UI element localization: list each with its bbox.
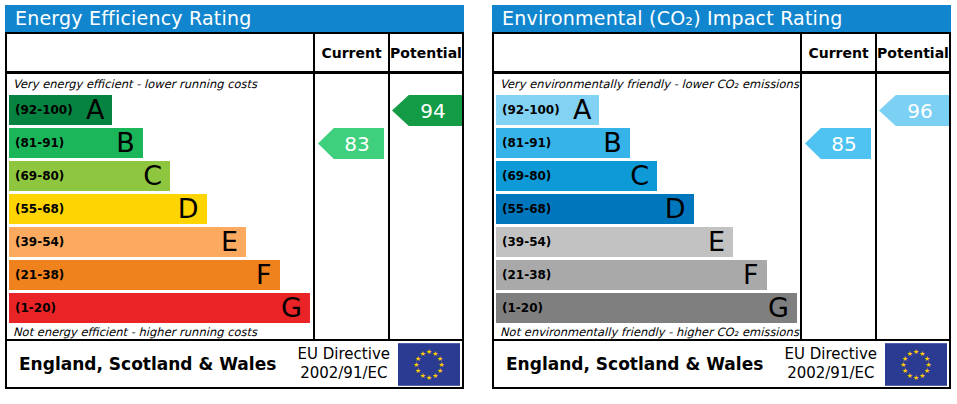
panel-title: Environmental (CO₂) Impact Rating [502, 7, 843, 29]
current-column-header: Current [800, 34, 875, 71]
current-rating-value: 83 [344, 132, 369, 156]
band-range: (39-54) [502, 235, 551, 249]
band-letter: D [178, 194, 199, 224]
band-d: (55-68) D [496, 194, 694, 224]
band-b: (81-91) B [9, 128, 143, 158]
eu-flag-icon: ★★ ★★ ★★ ★★ ★★ ★★ [885, 343, 947, 386]
svg-text:★: ★ [919, 371, 925, 379]
band-c: (69-80) C [496, 161, 657, 191]
band-range: (21-38) [502, 268, 551, 282]
eu-directive-label: EU Directive 2002/91/EC [785, 345, 877, 383]
potential-rating-value: 94 [420, 99, 445, 123]
potential-rating-value: 96 [907, 99, 932, 123]
current-rating-arrow: 83 [318, 128, 384, 159]
eu-directive-line1: EU Directive [785, 345, 877, 364]
panel-energy-efficiency: Energy Efficiency Rating Current Potenti… [5, 5, 464, 389]
bands-column-header [7, 34, 313, 71]
table-body: Very energy efficient - lower running co… [7, 74, 462, 339]
current-rating-arrow: 85 [805, 128, 871, 159]
top-note: Very environmentally friendly - lower CO… [496, 76, 800, 95]
band-d: (55-68) D [9, 194, 207, 224]
band-f: (21-38) F [496, 260, 767, 290]
current-column: 83 [313, 74, 388, 339]
band-letter: A [86, 95, 104, 125]
table-header-row: Current Potential [7, 34, 462, 74]
bottom-note: Not environmentally friendly - higher CO… [496, 326, 800, 338]
rating-table: Current Potential Very energy efficient … [5, 32, 464, 389]
svg-text:★: ★ [426, 373, 432, 381]
panel-title: Energy Efficiency Rating [15, 7, 251, 29]
potential-column: 94 [388, 74, 462, 339]
band-g: (1-20) G [496, 293, 797, 323]
band-range: (92-100) [15, 103, 73, 117]
band-f: (21-38) F [9, 260, 280, 290]
band-e: (39-54) E [496, 227, 733, 257]
potential-rating-arrow: 96 [879, 95, 949, 126]
panel-title-bar: Energy Efficiency Rating [5, 5, 464, 32]
band-a: (92-100) A [496, 95, 599, 125]
current-column: 85 [800, 74, 875, 339]
table-footer: England, Scotland & Wales EU Directive 2… [494, 339, 949, 387]
band-letter: F [256, 260, 272, 290]
band-letter: E [221, 227, 238, 257]
band-range: (81-91) [15, 136, 64, 150]
current-column-header: Current [313, 34, 388, 71]
bands-column: Very environmentally friendly - lower CO… [494, 74, 800, 339]
table-footer: England, Scotland & Wales EU Directive 2… [7, 339, 462, 387]
region-label: England, Scotland & Wales [19, 354, 298, 374]
potential-column-header: Potential [875, 34, 949, 71]
epc-rating-figure: Energy Efficiency Rating Current Potenti… [0, 0, 957, 404]
band-b: (81-91) B [496, 128, 630, 158]
band-range: (55-68) [502, 202, 551, 216]
potential-column-header: Potential [388, 34, 462, 71]
bottom-note: Not energy efficient - higher running co… [9, 326, 313, 338]
band-e: (39-54) E [9, 227, 246, 257]
band-a: (92-100) A [9, 95, 112, 125]
band-letter: B [116, 128, 135, 158]
potential-column: 96 [875, 74, 949, 339]
rating-table: Current Potential Very environmentally f… [492, 32, 951, 389]
band-range: (69-80) [15, 169, 64, 183]
band-range: (1-20) [502, 301, 543, 315]
eu-directive-line2: 2002/91/EC [785, 364, 877, 383]
svg-text:★: ★ [907, 349, 913, 357]
eu-directive-line2: 2002/91/EC [298, 364, 390, 383]
potential-rating-arrow: 94 [392, 95, 462, 126]
band-range: (81-91) [502, 136, 551, 150]
band-range: (21-38) [15, 268, 64, 282]
svg-text:★: ★ [426, 348, 432, 356]
bands-column-header [494, 34, 800, 71]
svg-text:★: ★ [420, 349, 426, 357]
band-letter: D [665, 194, 686, 224]
table-body: Very environmentally friendly - lower CO… [494, 74, 949, 339]
eu-flag-icon: ★★ ★★ ★★ ★★ ★★ ★★ [398, 343, 460, 386]
panel-environmental-co2: Environmental (CO₂) Impact Rating Curren… [492, 5, 951, 389]
band-letter: A [573, 95, 591, 125]
band-letter: G [768, 293, 789, 323]
band-range: (39-54) [15, 235, 64, 249]
band-g: (1-20) G [9, 293, 310, 323]
svg-text:★: ★ [913, 348, 919, 356]
band-range: (92-100) [502, 103, 560, 117]
svg-text:★: ★ [913, 373, 919, 381]
svg-text:★: ★ [432, 371, 438, 379]
bands-column: Very energy efficient - lower running co… [7, 74, 313, 339]
panel-title-bar: Environmental (CO₂) Impact Rating [492, 5, 951, 32]
band-letter: B [603, 128, 622, 158]
current-rating-value: 85 [831, 132, 856, 156]
band-letter: G [281, 293, 302, 323]
table-header-row: Current Potential [494, 34, 949, 74]
eu-directive-line1: EU Directive [298, 345, 390, 364]
eu-directive-label: EU Directive 2002/91/EC [298, 345, 390, 383]
region-label: England, Scotland & Wales [506, 354, 785, 374]
band-letter: C [630, 161, 649, 191]
band-range: (55-68) [15, 202, 64, 216]
band-range: (69-80) [502, 169, 551, 183]
band-range: (1-20) [15, 301, 56, 315]
top-note: Very energy efficient - lower running co… [9, 76, 313, 95]
band-letter: E [708, 227, 725, 257]
band-letter: F [743, 260, 759, 290]
band-letter: C [143, 161, 162, 191]
band-c: (69-80) C [9, 161, 170, 191]
